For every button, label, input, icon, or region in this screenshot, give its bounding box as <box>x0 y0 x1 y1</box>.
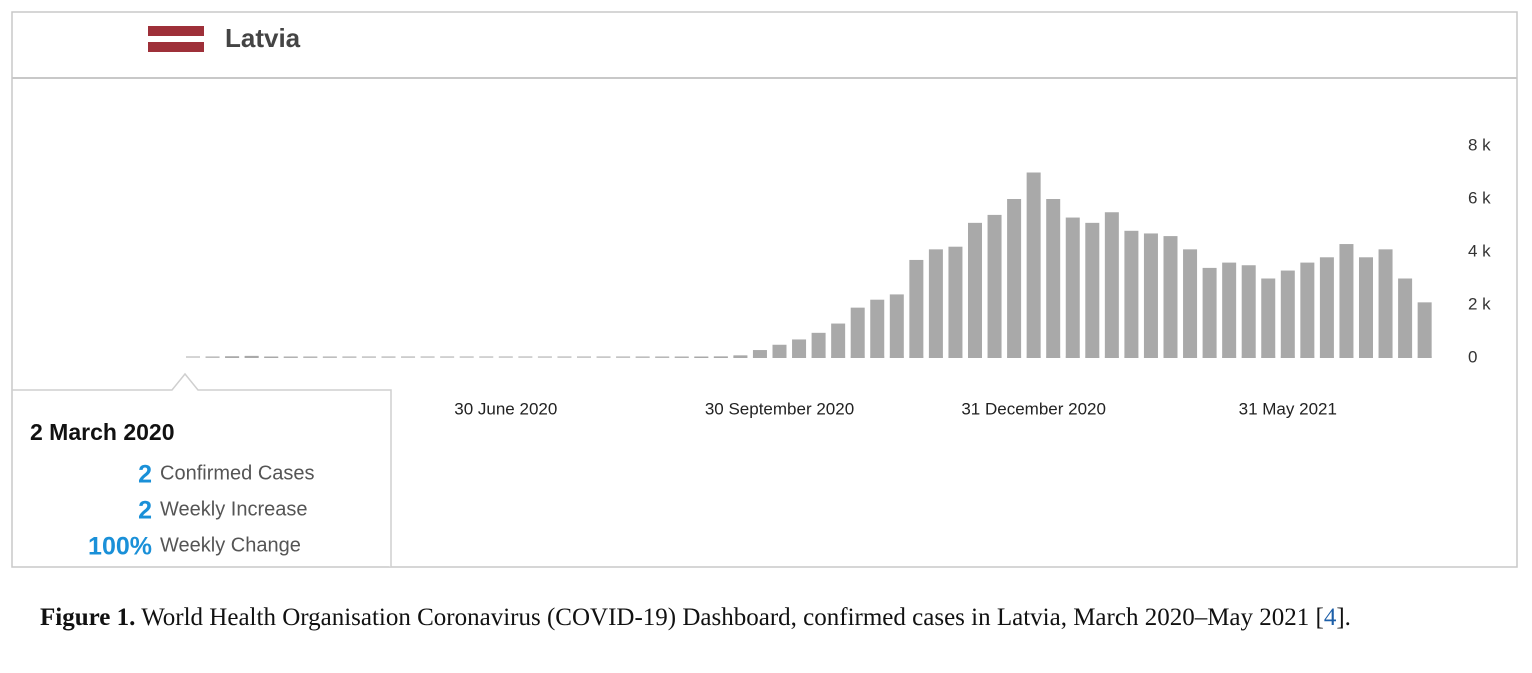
bar <box>948 246 963 358</box>
bar <box>1163 236 1178 358</box>
bar <box>772 344 787 358</box>
tooltip-label: Confirmed Cases <box>160 462 315 484</box>
bar <box>674 357 689 358</box>
bar-baseline <box>420 356 435 358</box>
x-tick-label: 30 June 2020 <box>454 399 557 418</box>
bar-baseline <box>381 356 396 358</box>
x-tick-label: 31 December 2020 <box>961 399 1106 418</box>
bar <box>928 249 943 358</box>
bar <box>1378 249 1393 358</box>
bar <box>870 299 885 358</box>
bar <box>225 356 240 358</box>
tooltip-value: 2 <box>138 461 152 489</box>
bar <box>733 355 748 358</box>
bar-baseline <box>361 356 376 358</box>
bar <box>811 332 826 358</box>
tooltip-date: 2 March 2020 <box>30 419 174 445</box>
bar-baseline <box>459 356 474 358</box>
bar <box>283 357 298 358</box>
bar <box>1359 257 1373 358</box>
bar-baseline <box>518 356 533 358</box>
y-tick-label: 0 <box>1468 347 1477 366</box>
caption-ref: 4 <box>1323 604 1337 631</box>
bar <box>752 350 767 358</box>
bar <box>1007 199 1022 358</box>
tooltip-box <box>12 372 392 567</box>
bar <box>694 356 709 358</box>
caption-end: ]. <box>1336 604 1351 631</box>
bar <box>303 357 318 358</box>
tooltip-label: Weekly Increase <box>160 498 307 520</box>
y-tick-label: 8 k <box>1468 135 1491 154</box>
bar <box>264 356 279 358</box>
bar <box>1319 257 1334 358</box>
bar <box>987 214 1002 358</box>
bar-baseline <box>283 356 298 358</box>
bar-baseline <box>498 356 513 358</box>
bar-baseline <box>537 356 552 358</box>
dashboard: Latvia 2 March 2020 0 2 k 4 k 6 k 8 k 30 June… <box>11 11 1518 568</box>
tooltip-label: Weekly Change <box>160 534 301 556</box>
bar <box>1261 278 1276 358</box>
y-tick-label: 4 k <box>1468 241 1491 260</box>
y-tick-label: 2 k <box>1468 294 1491 313</box>
bar <box>850 307 865 358</box>
bar-baseline <box>186 356 200 358</box>
caption-label: Figure 1. <box>40 604 136 631</box>
x-tick-label: 31 May 2021 <box>1239 399 1337 418</box>
bar-baseline <box>479 356 494 358</box>
bar <box>1065 217 1080 358</box>
caption-text: World Health Organisation Coronavirus (C… <box>141 604 1324 631</box>
bar <box>1183 249 1198 358</box>
bar-baseline <box>616 356 631 358</box>
x-tick-label: 30 September 2020 <box>705 399 854 418</box>
bar-baseline <box>655 356 670 358</box>
bar <box>244 355 259 358</box>
bar <box>1222 262 1237 358</box>
bar-baseline <box>205 356 220 358</box>
bar-baseline <box>322 356 337 358</box>
bar-baseline <box>342 356 357 358</box>
caption: Figure 1. World Health Organisation Coro… <box>40 598 1510 638</box>
bar <box>322 357 337 358</box>
tooltip-value: 2 <box>138 497 152 525</box>
bar-baseline <box>557 356 572 358</box>
tooltip-value: 100% <box>88 533 152 561</box>
bar <box>205 357 220 358</box>
y-tick-label: 6 k <box>1468 188 1491 207</box>
bar-baseline <box>577 356 591 358</box>
bar <box>1241 265 1256 358</box>
bar-baseline <box>635 356 650 358</box>
bar <box>635 357 650 358</box>
bar <box>1085 222 1100 358</box>
bar <box>1300 262 1315 358</box>
bar <box>713 356 728 358</box>
bar <box>1124 230 1139 358</box>
bar <box>1280 270 1295 358</box>
bar <box>889 294 904 358</box>
bar-baseline <box>401 356 416 358</box>
bar <box>1026 172 1041 358</box>
bar <box>1104 212 1119 358</box>
bar <box>831 323 846 358</box>
bar-baseline <box>596 356 611 358</box>
bar-baseline <box>674 356 689 358</box>
bar <box>1046 199 1061 358</box>
bar <box>909 259 924 358</box>
bar <box>1339 244 1354 358</box>
bar <box>792 339 807 358</box>
bar-baseline <box>303 356 318 358</box>
bar <box>1202 267 1217 358</box>
country-title: Latvia <box>225 23 301 53</box>
bar <box>1398 278 1413 358</box>
bar <box>655 357 670 358</box>
bar-baseline <box>440 356 455 358</box>
bar <box>1143 233 1158 358</box>
bar <box>1417 302 1432 358</box>
flag <box>148 26 204 52</box>
bar <box>968 222 982 358</box>
